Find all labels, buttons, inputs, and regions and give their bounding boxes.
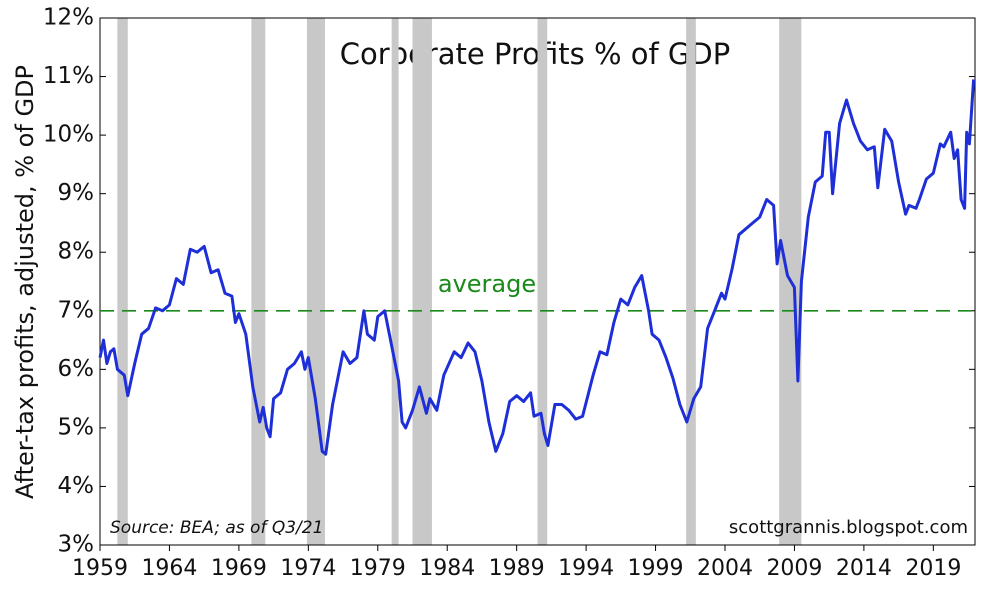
x-tick-label: 1969 bbox=[211, 556, 267, 581]
x-tick-label: 1964 bbox=[141, 556, 197, 581]
watermark: scottgrannis.blogspot.com bbox=[729, 517, 968, 538]
y-tick-label: 5% bbox=[58, 414, 95, 440]
y-tick-label: 7% bbox=[58, 297, 95, 323]
y-tick-label: 3% bbox=[58, 532, 95, 558]
recession-band bbox=[686, 18, 696, 545]
x-tick-label: 1979 bbox=[350, 556, 406, 581]
y-tick-label: 8% bbox=[58, 239, 95, 265]
plot-frame bbox=[99, 17, 976, 546]
y-tick-label: 12% bbox=[43, 5, 94, 31]
x-tick-label: 1994 bbox=[558, 556, 614, 581]
x-tick-label: 1989 bbox=[489, 556, 545, 581]
y-tick-label: 10% bbox=[43, 122, 94, 148]
chart-title: Corporate Profits % of GDP bbox=[340, 37, 730, 71]
source-note: Source: BEA; as of Q3/21 bbox=[110, 518, 323, 538]
y-tick-label: 6% bbox=[58, 356, 95, 382]
y-tick-label: 11% bbox=[43, 63, 94, 89]
x-tick-label: 2014 bbox=[836, 556, 892, 581]
recession-band bbox=[412, 18, 432, 545]
x-tick-label: 1974 bbox=[280, 556, 336, 581]
recession-band bbox=[537, 18, 548, 545]
y-axis-label: After-tax profits, adjusted, % of GDP bbox=[11, 65, 39, 499]
x-tick-label: 1999 bbox=[628, 556, 684, 581]
recession-band bbox=[306, 18, 325, 545]
series-line bbox=[98, 79, 976, 456]
average-label: average bbox=[438, 270, 536, 298]
recession-band bbox=[117, 18, 128, 545]
x-tick-label: 2009 bbox=[766, 556, 822, 581]
x-tick-label: 2019 bbox=[905, 556, 961, 581]
x-tick-label: 1984 bbox=[419, 556, 475, 581]
x-tick-label: 1959 bbox=[72, 556, 128, 581]
x-tick-label: 2004 bbox=[697, 556, 753, 581]
y-tick-label: 4% bbox=[58, 473, 95, 499]
y-tick-label: 9% bbox=[58, 180, 95, 206]
recession-band bbox=[251, 18, 266, 545]
recession-band bbox=[391, 18, 399, 545]
